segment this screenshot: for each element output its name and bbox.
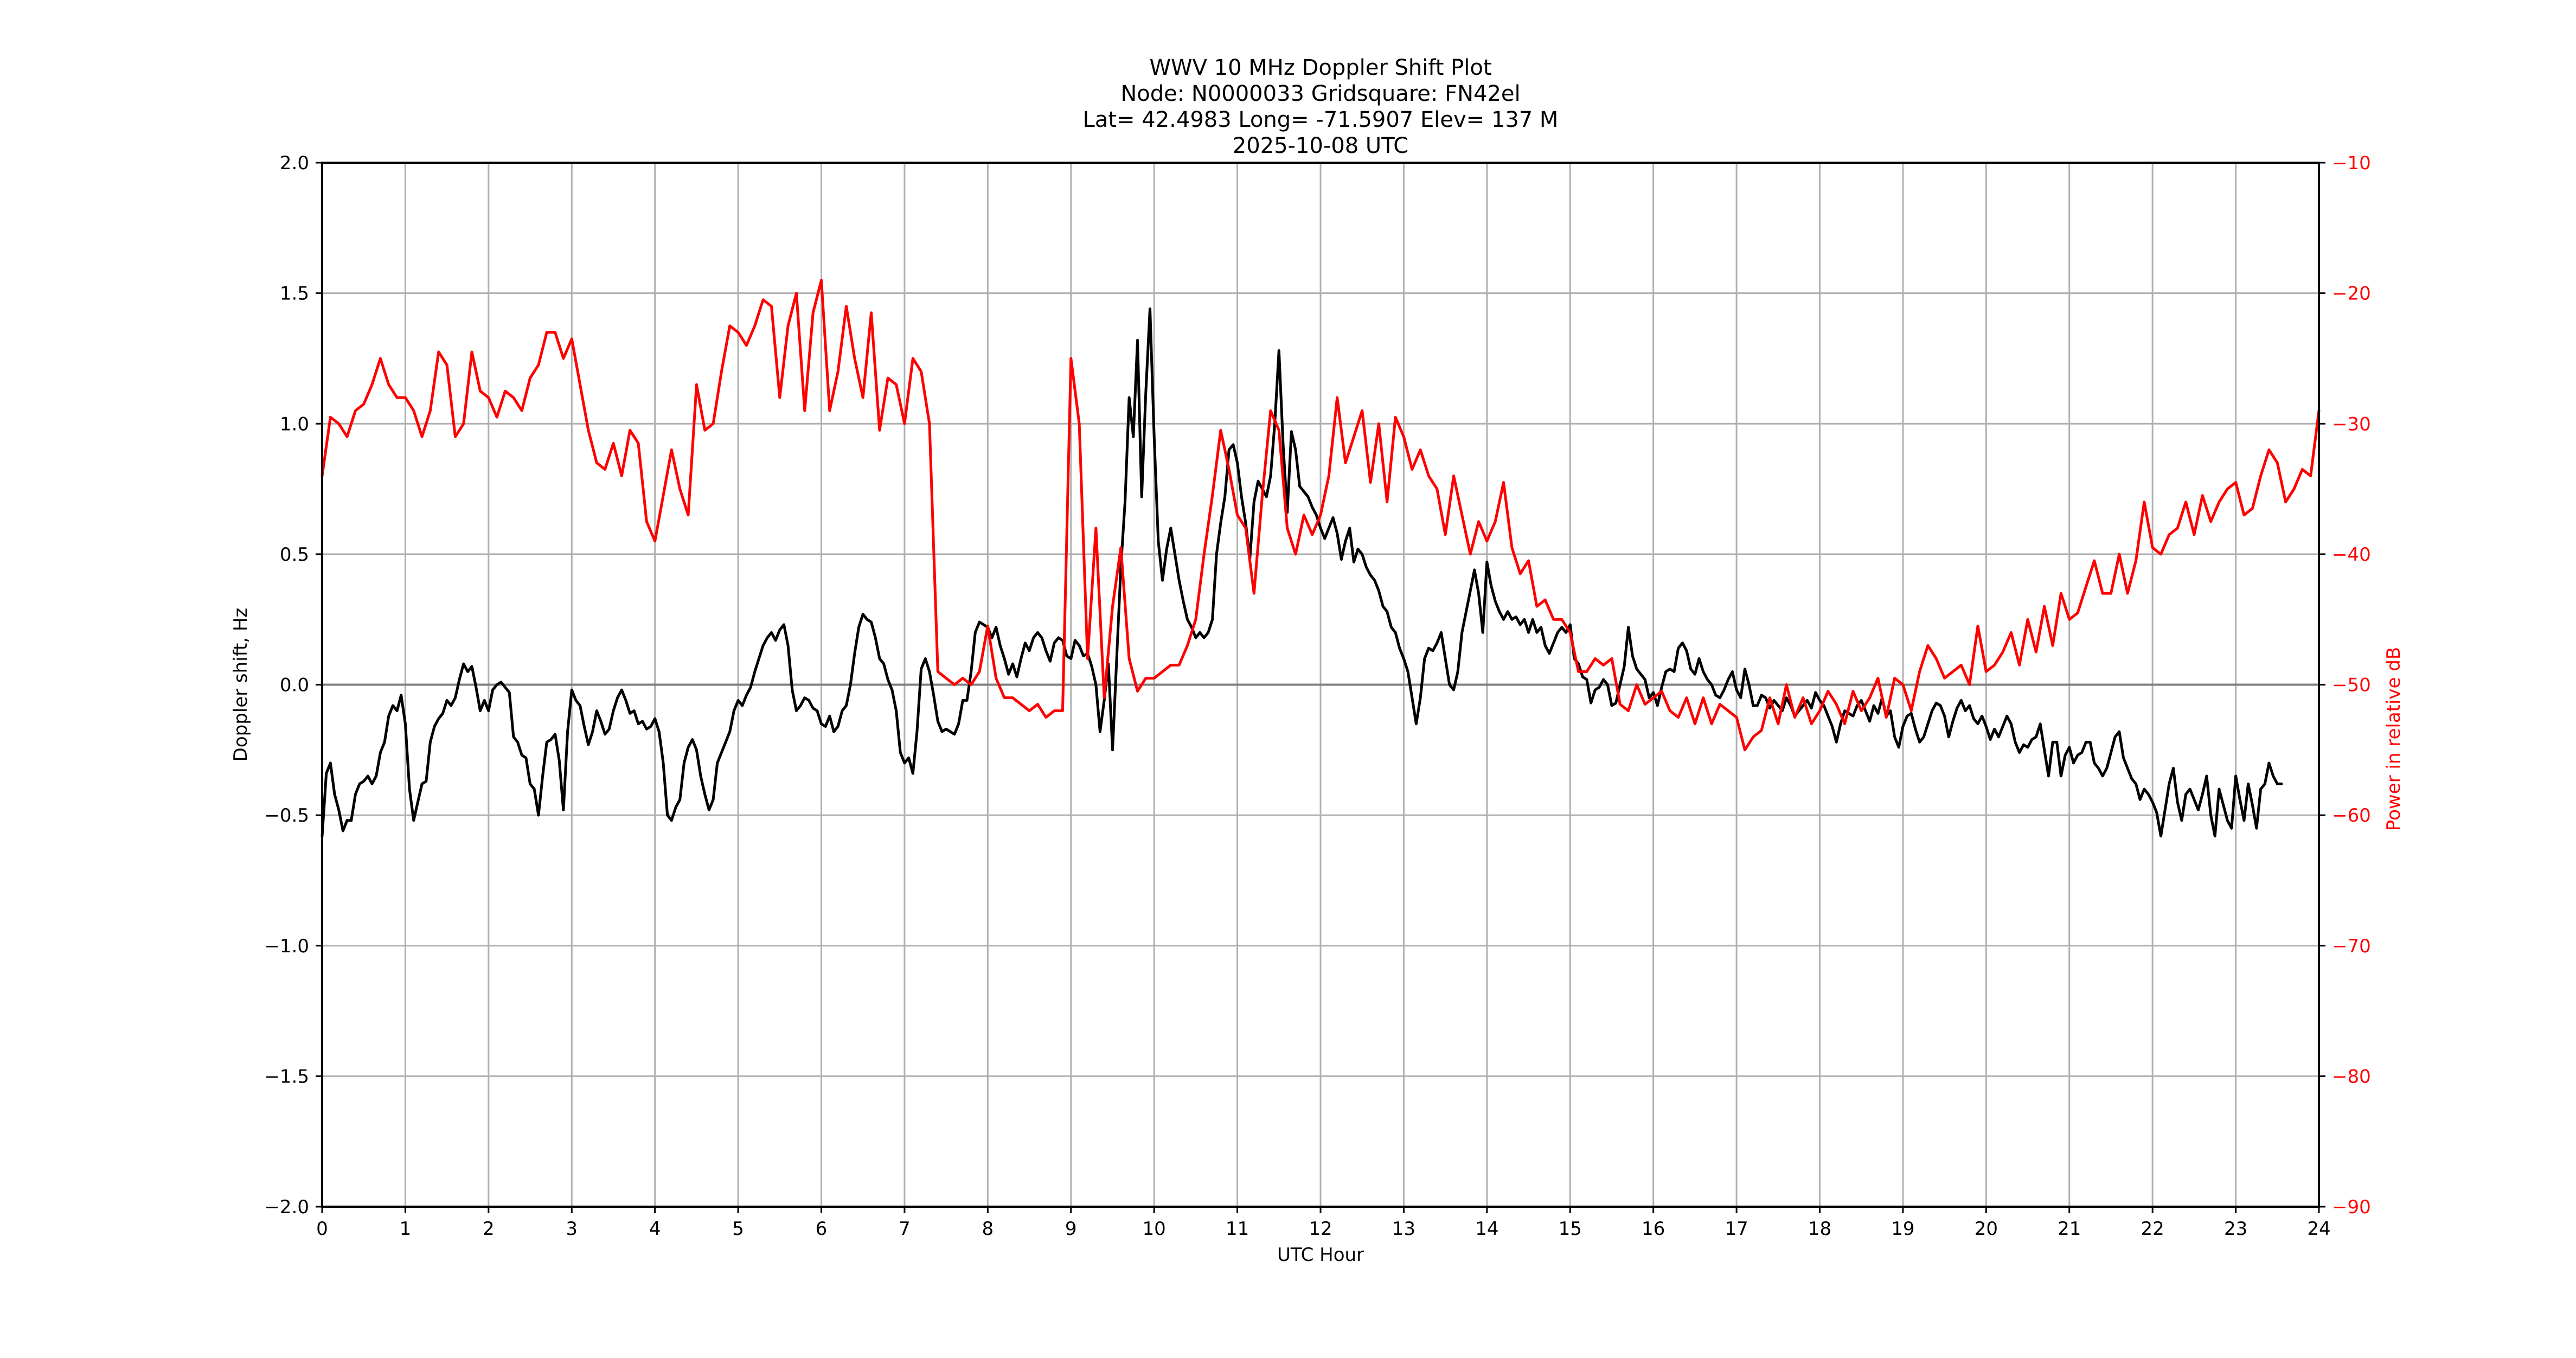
data-series: [321, 279, 2321, 838]
y-tick-label-right: −70: [2332, 936, 2371, 957]
doppler-line: [321, 308, 2283, 838]
y-tick-label-left: −1.0: [264, 936, 309, 957]
x-tick-label: 22: [2141, 1218, 2164, 1240]
y-tick-label-right: −30: [2332, 413, 2371, 435]
power-line: [321, 279, 2321, 752]
x-tick-label: 11: [1226, 1218, 1249, 1240]
title-line-node: Node: N0000033 Gridsquare: FN42el: [1120, 81, 1520, 106]
x-tick-label: 4: [649, 1218, 661, 1240]
x-tick-label: 13: [1392, 1218, 1415, 1240]
x-tick-label: 17: [1725, 1218, 1748, 1240]
chart-title: WWV 10 MHz Doppler Shift Plot Node: N000…: [1083, 55, 1559, 158]
axis-ticks: 0 1 2 3 4 5 6 7 8 9 10 11 12 13 14 15 16 17 18 19 20 21 22 23 24…: [264, 152, 2370, 1240]
x-tick-label: 16: [1642, 1218, 1665, 1240]
x-tick-label: 5: [732, 1218, 744, 1240]
y-tick-label-right: −10: [2332, 152, 2371, 174]
y-tick-label-right: −50: [2332, 675, 2371, 696]
y-tick-label-left: 2.0: [280, 152, 309, 174]
x-tick-label: 0: [316, 1218, 328, 1240]
y-tick-label-left: 0.5: [280, 544, 309, 566]
y-axis-label-left: Doppler shift, Hz: [230, 608, 252, 762]
y-axis-label-right: Power in relative dB: [2383, 647, 2405, 831]
x-tick-label: 10: [1143, 1218, 1166, 1240]
x-tick-label: 21: [2058, 1218, 2081, 1240]
y-tick-label-right: −90: [2332, 1196, 2371, 1218]
x-axis-label: UTC Hour: [1277, 1244, 1364, 1266]
x-tick-label: 3: [566, 1218, 578, 1240]
y-tick-label-right: −40: [2332, 544, 2371, 566]
y-tick-label-left: 0.0: [280, 675, 309, 696]
title-line-date: 2025-10-08 UTC: [1233, 133, 1408, 158]
x-tick-label: 14: [1475, 1218, 1498, 1240]
x-tick-label: 15: [1559, 1218, 1582, 1240]
x-tick-label: 23: [2224, 1218, 2247, 1240]
x-tick-label: 6: [816, 1218, 828, 1240]
x-tick-label: 2: [483, 1218, 495, 1240]
x-tick-label: 1: [400, 1218, 412, 1240]
y-tick-label-left: −0.5: [264, 805, 309, 827]
title-line-location: Lat= 42.4983 Long= -71.5907 Elev= 137 M: [1083, 107, 1559, 132]
y-tick-label-left: 1.5: [280, 283, 309, 305]
x-tick-label: 9: [1065, 1218, 1077, 1240]
x-tick-label: 12: [1309, 1218, 1332, 1240]
x-tick-label: 19: [1891, 1218, 1914, 1240]
x-tick-label: 20: [1975, 1218, 1998, 1240]
x-tick-label: 7: [899, 1218, 911, 1240]
y-tick-label-left: −1.5: [264, 1066, 309, 1087]
y-tick-label-left: −2.0: [264, 1196, 309, 1218]
y-tick-label-left: 1.0: [280, 413, 309, 435]
x-tick-label: 18: [1808, 1218, 1831, 1240]
x-tick-label: 8: [982, 1218, 994, 1240]
title-line-1: WWV 10 MHz Doppler Shift Plot: [1149, 55, 1491, 80]
y-tick-label-right: −60: [2332, 805, 2371, 827]
x-tick-label: 24: [2307, 1218, 2330, 1240]
y-tick-label-right: −20: [2332, 283, 2371, 305]
y-tick-label-right: −80: [2332, 1066, 2371, 1087]
